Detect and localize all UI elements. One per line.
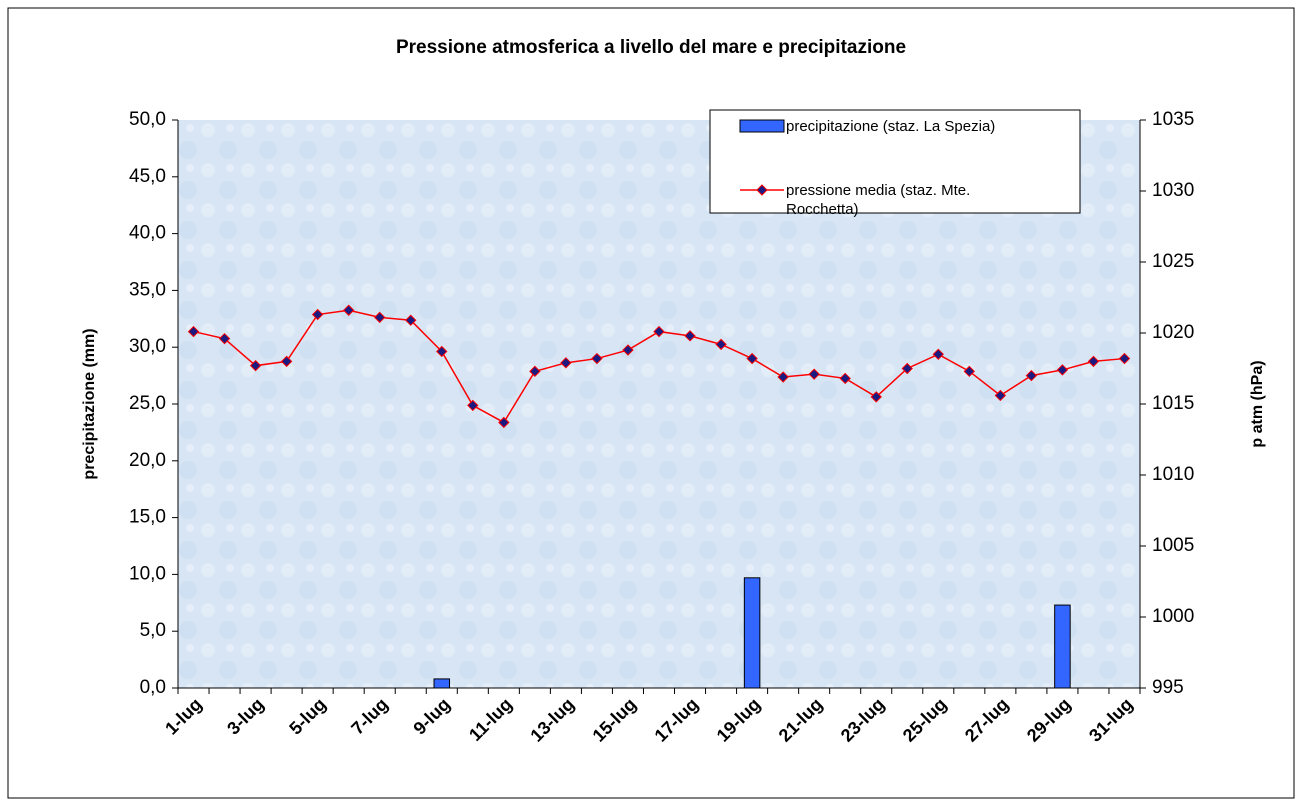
marker [808,368,820,380]
y-tick-label: 15,0 [129,507,166,528]
y-tick-label: 5,0 [140,620,166,641]
y2-tick-label: 1025 [1152,251,1194,272]
marker [405,314,417,326]
marker [311,308,324,321]
marker [994,389,1007,402]
marker [653,325,665,338]
marker [187,325,200,338]
marker [839,372,851,385]
y-tick-label: 30,0 [129,336,166,357]
y2-tick-label: 1015 [1152,393,1194,414]
marker [622,344,634,356]
marker [870,391,882,403]
y2-tick-label: 1030 [1152,180,1194,201]
legend-swatch [739,119,785,133]
y-axis-title: precipitazione (mm) [81,328,98,479]
marker [684,330,696,342]
marker [1025,369,1038,382]
legend-marker [756,184,768,196]
marker [218,332,231,345]
marker [529,365,541,378]
marker [715,338,727,351]
marker [1056,364,1069,376]
y-tick-label: 35,0 [129,279,166,300]
bar [433,678,451,689]
marker [1087,355,1100,368]
plot-area [178,120,1140,688]
marker [963,365,976,378]
marker [560,357,572,369]
y2-tick-label: 1000 [1152,606,1194,627]
chart-title: Pressione atmosferica a livello del mare… [396,37,906,58]
y2-axis-title: p atm (hPa) [1249,360,1266,447]
y-tick-label: 20,0 [129,450,166,471]
marker [932,348,944,361]
bar [1054,604,1071,689]
marker [1118,352,1131,365]
marker [374,311,386,324]
legend-label: pressione media (staz. Mte. Rocchetta) [786,182,970,218]
legend-label: precipitazione (staz. La Spezia) [786,118,995,135]
y-tick-label: 25,0 [129,393,166,414]
y2-tick-label: 1005 [1152,535,1194,556]
marker [342,304,355,316]
marker [467,399,479,412]
marker [280,355,293,368]
y-tick-label: 45,0 [129,166,166,187]
y2-tick-label: 1035 [1152,109,1194,130]
y-tick-label: 40,0 [129,223,166,244]
y-tick-label: 50,0 [129,109,166,130]
marker [591,352,603,365]
y2-tick-label: 995 [1152,677,1184,698]
marker [901,362,913,375]
marker [436,345,448,358]
marker [746,352,758,365]
y-tick-label: 10,0 [129,563,166,584]
marker [249,359,262,372]
y2-tick-label: 1020 [1152,322,1194,343]
bar [743,577,761,689]
y2-tick-label: 1010 [1152,464,1194,485]
marker [498,416,510,429]
marker [777,371,789,383]
y-tick-label: 0,0 [140,677,166,698]
